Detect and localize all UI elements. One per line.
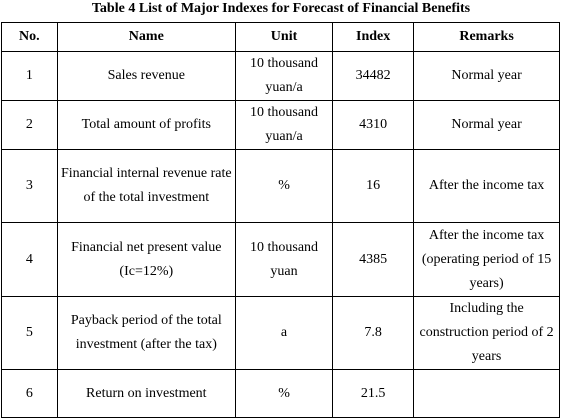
cell-unit: 10 thousand yuan xyxy=(234,222,334,297)
cell-name: Payback period of the total investment (… xyxy=(56,296,236,370)
cell-remarks: Including the construction period of 2 y… xyxy=(413,296,560,370)
cell-name: Return on investment xyxy=(56,369,236,418)
table-row: 3 Financial internal revenue rate of the… xyxy=(1,149,560,223)
cell-remarks xyxy=(413,369,560,418)
cell-unit: % xyxy=(234,149,334,223)
header-index: Index xyxy=(332,22,415,52)
cell-no: 3 xyxy=(1,149,58,223)
cell-name: Sales revenue xyxy=(56,51,236,101)
header-remarks: Remarks xyxy=(413,22,560,52)
cell-remarks: Normal year xyxy=(413,51,560,101)
cell-index: 16 xyxy=(332,149,415,223)
cell-index: 4310 xyxy=(332,100,415,150)
cell-unit: 10 thousand yuan/a xyxy=(234,51,334,101)
cell-remarks: After the income tax (operating period o… xyxy=(413,222,560,297)
header-unit: Unit xyxy=(234,22,334,52)
table-row: 2 Total amount of profits 10 thousand yu… xyxy=(1,100,560,150)
cell-unit: 10 thousand yuan/a xyxy=(234,100,334,150)
cell-no: 2 xyxy=(1,100,58,150)
table-caption: Table 4 List of Major Indexes for Foreca… xyxy=(91,1,471,16)
cell-name: Financial internal revenue rate of the t… xyxy=(56,149,236,223)
cell-unit: % xyxy=(234,369,334,418)
cell-index: 21.5 xyxy=(332,369,415,418)
table-row: 1 Sales revenue 10 thousand yuan/a 34482… xyxy=(1,51,560,101)
cell-no: 4 xyxy=(1,222,58,297)
cell-remarks: After the income tax xyxy=(413,149,560,223)
financial-indexes-table: No. Name Unit Index Remarks 1 Sales reve… xyxy=(1,22,560,418)
cell-no: 1 xyxy=(1,51,58,101)
header-name: Name xyxy=(56,22,236,52)
cell-unit: a xyxy=(234,296,334,370)
cell-no: 6 xyxy=(1,369,58,418)
table-row: 5 Payback period of the total investment… xyxy=(1,296,560,370)
table-row: 4 Financial net present value (Ic=12%) 1… xyxy=(1,222,560,297)
header-row: No. Name Unit Index Remarks xyxy=(1,22,560,52)
cell-no: 5 xyxy=(1,296,58,370)
cell-remarks: Normal year xyxy=(413,100,560,150)
table-row: 6 Return on investment % 21.5 xyxy=(1,369,560,418)
cell-name: Financial net present value (Ic=12%) xyxy=(56,222,236,297)
cell-name: Total amount of profits xyxy=(56,100,236,150)
cell-index: 7.8 xyxy=(332,296,415,370)
cell-index: 4385 xyxy=(332,222,415,297)
cell-index: 34482 xyxy=(332,51,415,101)
header-no: No. xyxy=(1,22,58,52)
